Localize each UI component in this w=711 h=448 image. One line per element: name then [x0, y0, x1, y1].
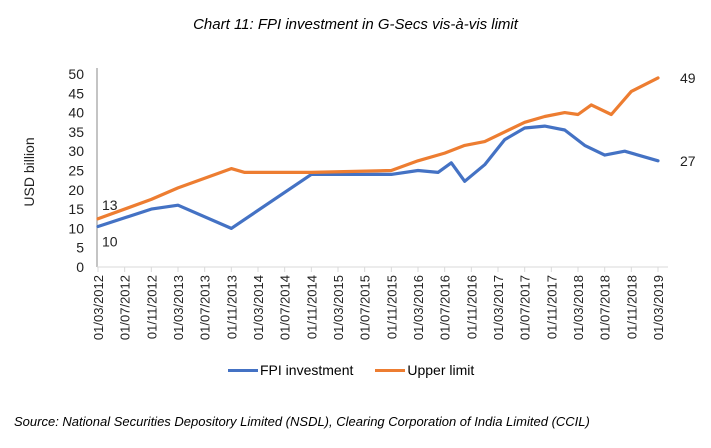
end-data-label: 49: [680, 70, 696, 86]
series-line-upper-limit: [96, 76, 660, 221]
y-tick-label: 35: [68, 124, 84, 140]
x-tick-label: 01/11/2017: [544, 275, 559, 339]
series-lines: [96, 76, 660, 230]
legend-swatch: [228, 368, 258, 372]
x-tick-label: 01/03/2018: [571, 275, 586, 340]
y-axis: 0 5 10 15 20 25 30 35 40 45 50: [68, 66, 98, 275]
x-tick-label: 01/07/2013: [198, 275, 213, 340]
source-note: Source: National Securities Depository L…: [14, 414, 590, 429]
x-tick-label: 01/11/2012: [144, 275, 159, 339]
x-tick-label: 01/07/2017: [518, 275, 533, 340]
chart-title: Chart 11: FPI investment in G-Secs vis-à…: [193, 16, 518, 33]
data-labels: 10 27 13 49: [102, 70, 696, 250]
end-data-label: 27: [680, 153, 696, 169]
y-tick-label: 45: [68, 85, 84, 101]
x-tick-label: 01/03/2017: [491, 275, 506, 340]
y-tick-label: 20: [68, 182, 84, 198]
legend-item: FPI investment: [228, 362, 353, 378]
legend-label: Upper limit: [407, 362, 475, 378]
x-tick-label: 01/07/2015: [358, 275, 373, 340]
start-data-label: 10: [102, 233, 118, 249]
legend-label: FPI investment: [260, 362, 354, 378]
y-tick-label: 5: [76, 240, 84, 256]
x-tick-label: 01/03/2012: [91, 275, 106, 340]
series-line-fpi-investment: [96, 124, 660, 230]
y-tick-label: 15: [68, 201, 84, 217]
y-axis-label: USD billion: [21, 137, 37, 206]
x-tick-label: 01/03/2016: [411, 275, 426, 340]
x-tick-label: 01/03/2014: [251, 275, 266, 340]
legend-swatch: [375, 368, 406, 372]
legend-item: Upper limit: [375, 362, 474, 378]
x-tick-label: 01/07/2012: [118, 275, 133, 340]
y-tick-label: 0: [76, 259, 84, 275]
x-tick-label: 01/03/2019: [651, 275, 666, 340]
x-tick-label: 01/03/2013: [171, 275, 186, 340]
x-tick-label: 01/11/2015: [384, 275, 399, 339]
x-tick-label: 01/07/2018: [598, 275, 613, 340]
y-tick-label: 30: [68, 143, 84, 159]
x-tick-label: 01/11/2016: [464, 275, 479, 339]
y-tick-label: 10: [68, 220, 84, 236]
x-tick-label: 01/07/2016: [438, 275, 453, 340]
x-tick-label: 01/07/2014: [278, 275, 293, 340]
y-tick-label: 50: [68, 66, 84, 82]
start-data-label: 13: [102, 197, 118, 213]
x-tick-label: 01/03/2015: [331, 275, 346, 340]
y-tick-label: 40: [68, 105, 84, 121]
x-tick-label: 01/11/2014: [304, 275, 319, 339]
x-axis: 01/03/2012 01/07/2012 01/11/2012 01/03/2013…: [91, 266, 668, 340]
x-tick-label: 01/11/2018: [624, 275, 639, 339]
y-tick-label: 25: [68, 163, 84, 179]
x-tick-label: 01/11/2013: [224, 275, 239, 339]
legend: FPI investment Upper limit: [228, 362, 474, 378]
